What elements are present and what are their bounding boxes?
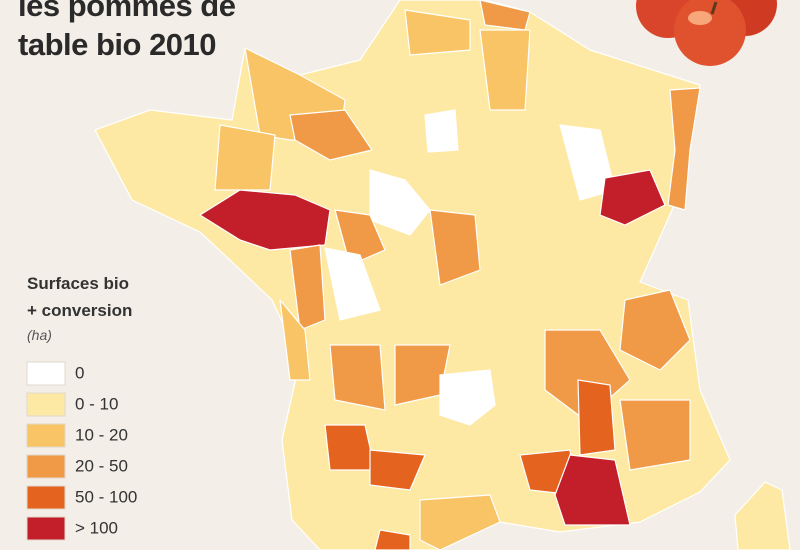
legend-swatch — [26, 361, 66, 386]
legend-title: + conversion — [27, 301, 132, 320]
apples — [636, 0, 777, 66]
region — [599, 169, 666, 226]
corsica — [734, 481, 791, 550]
region — [439, 369, 496, 426]
legend: 0 0 - 10 10 - 20 20 - 50 50 - 100 > 100 — [26, 361, 137, 541]
region — [419, 494, 501, 550]
title-line: les pommes de — [18, 0, 236, 23]
legend-label: 0 — [75, 363, 84, 382]
legend-swatch — [26, 392, 66, 417]
region — [369, 169, 431, 236]
region — [369, 449, 426, 491]
region — [577, 379, 616, 456]
region — [554, 454, 631, 526]
region — [619, 399, 691, 471]
legend-swatch — [26, 516, 66, 541]
region — [619, 289, 691, 371]
region — [214, 124, 276, 191]
title-line: table bio 2010 — [18, 27, 216, 62]
region — [279, 299, 311, 381]
legend-label: 50 - 100 — [75, 487, 137, 506]
region — [374, 529, 411, 550]
region — [289, 244, 326, 331]
region — [289, 109, 373, 161]
legend-swatch — [26, 485, 66, 510]
legend-unit: (ha) — [27, 327, 52, 343]
france-map — [94, 0, 791, 550]
region — [324, 247, 381, 321]
region — [479, 29, 531, 111]
legend-swatch — [26, 454, 66, 479]
region — [334, 209, 386, 266]
region — [424, 109, 459, 153]
region — [404, 9, 471, 56]
legend-title: Surfaces bio — [27, 274, 129, 293]
legend-swatch — [26, 423, 66, 448]
legend-label: 0 - 10 — [75, 394, 118, 413]
legend-label: 20 - 50 — [75, 456, 128, 475]
region — [667, 87, 701, 211]
region — [199, 189, 331, 251]
legend-label: 10 - 20 — [75, 425, 128, 444]
legend-label: > 100 — [75, 518, 118, 537]
region — [429, 209, 481, 286]
region — [329, 344, 386, 411]
